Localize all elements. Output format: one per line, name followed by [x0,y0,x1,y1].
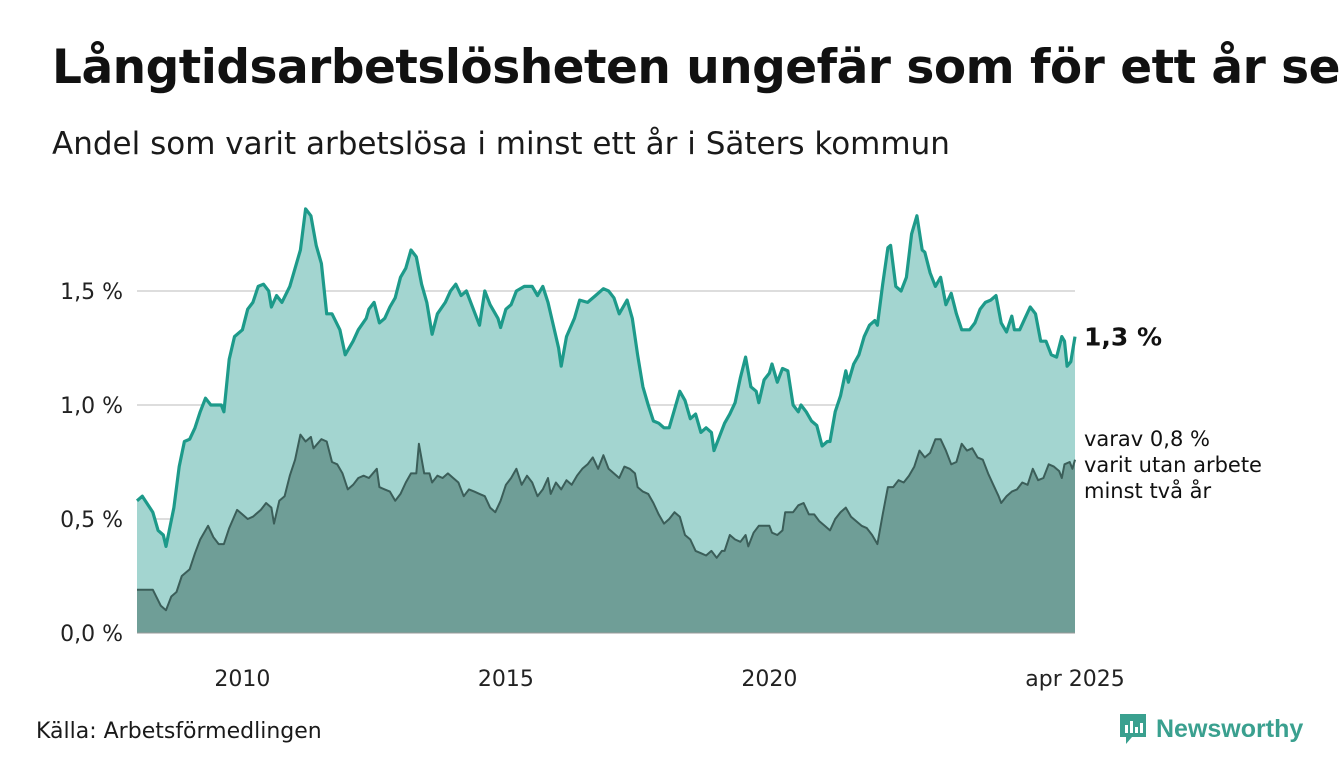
x-tick-label: 2010 [214,667,270,692]
long-term-series-area [137,434,1075,633]
x-tick-label: 2015 [478,667,534,692]
brand-logo: Newsworthy [1118,712,1303,746]
y-tick-label: 0,5 % [60,508,123,533]
y-axis: 0,0 % 0,5 % 1,0 % 1,5 % [60,280,123,647]
annotation-line-2: varit utan arbete [1084,453,1262,477]
x-tick-label: apr 2025 [1025,667,1124,692]
long-term-series-line [137,433,1076,612]
end-value-label: 1,3 % [1084,323,1162,352]
y-tick-label: 1,5 % [60,280,123,305]
x-tick-label: 2020 [741,667,797,692]
y-tick-label: 0,0 % [60,622,123,647]
y-tick-label: 1,0 % [60,394,123,419]
brand-name: Newsworthy [1156,714,1304,743]
chart-title: Långtidsarbetslösheten ungefär som för e… [52,40,1340,95]
chart-subtitle: Andel som varit arbetslösa i minst ett å… [52,126,950,162]
annotation-line-1: varav 0,8 % [1084,427,1210,451]
series-areas [135,207,1077,634]
total-series-line [135,207,1077,548]
annotation-line-3: minst två år [1084,478,1212,503]
source-note: Källa: Arbetsförmedlingen [36,719,322,744]
newsworthy-logo-icon [1120,714,1146,744]
chart: 0,0 % 0,5 % 1,0 % 1,5 % 2010 2015 2020 apr 202… [60,207,1262,692]
x-axis: 2010 2015 2020 apr 2025 [214,667,1124,692]
